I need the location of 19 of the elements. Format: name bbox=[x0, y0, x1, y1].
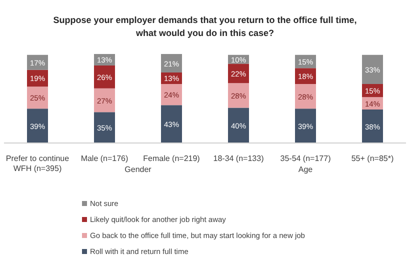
x-tick-label: 35-54 (n=177) bbox=[280, 154, 332, 163]
x-tick-label: 55+ (n=85*) bbox=[351, 154, 394, 163]
chart-title: Suppose your employer demands that you return to the office full time, what would you do in this case? bbox=[52, 14, 358, 40]
text: Gender bbox=[124, 165, 152, 174]
text: Age bbox=[298, 165, 314, 174]
bar bbox=[27, 108, 48, 143]
x-tick-label: Male (n=176) bbox=[80, 154, 129, 163]
x-tick-label: Female (n=219) bbox=[143, 154, 200, 163]
bar bbox=[94, 88, 115, 112]
bar bbox=[295, 108, 316, 143]
bar bbox=[94, 112, 115, 143]
bar bbox=[228, 108, 249, 143]
bar bbox=[228, 83, 249, 108]
x-tick-label: 18-34 (n=133) bbox=[213, 154, 264, 163]
bar bbox=[94, 65, 115, 88]
bar bbox=[362, 54, 383, 84]
x-tick-label: Prefer to continue WFH (n=395) bbox=[6, 154, 70, 173]
bar bbox=[362, 110, 383, 143]
bar bbox=[161, 105, 182, 143]
